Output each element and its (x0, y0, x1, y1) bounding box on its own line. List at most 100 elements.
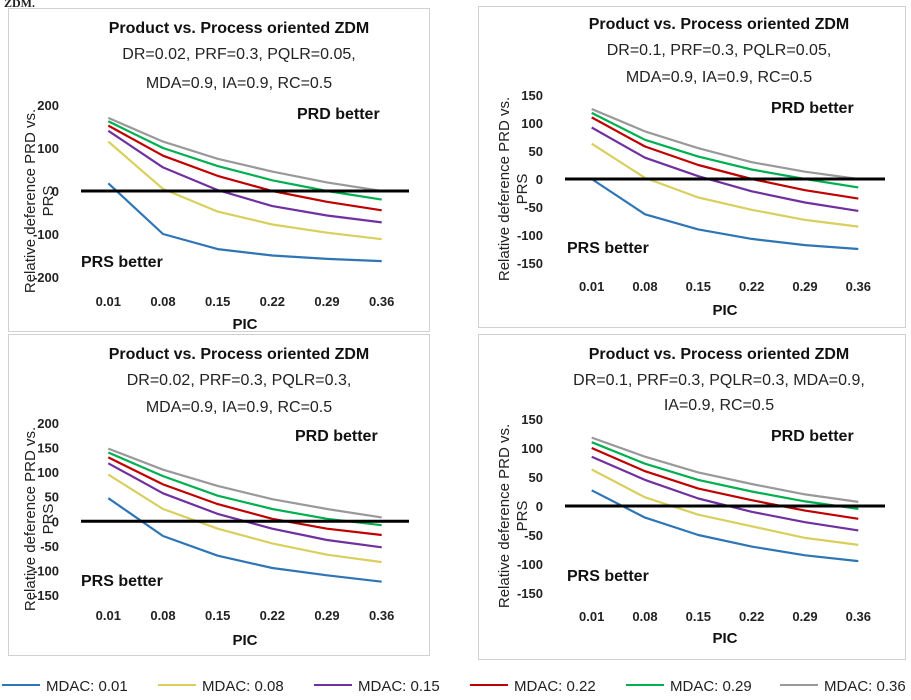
legend-item: MDAC: 0.15 (314, 678, 440, 698)
x-tick-label: 0.29 (314, 608, 339, 623)
x-tick-label: 0.15 (205, 294, 230, 309)
legend-swatch (626, 684, 664, 687)
x-tick-label: 0.01 (579, 279, 604, 294)
legend-item: MDAC: 0.01 (2, 678, 128, 698)
y-tick-label: 50 (529, 470, 543, 485)
chart-subtitle: DR=0.1, PRF=0.3, PQLR=0.05, (607, 42, 832, 59)
legend-swatch (780, 684, 818, 687)
annotation-prs-better: PRS better (81, 254, 163, 271)
y-tick-label: -100 (33, 563, 59, 578)
x-tick-label: 0.29 (792, 279, 817, 294)
x-tick-label: 0.36 (846, 279, 871, 294)
y-tick-label: -50 (524, 528, 543, 543)
series-line (591, 126, 859, 212)
chart-panel-4: Product vs. Process oriented ZDM DR=0.1, … (478, 334, 906, 660)
line-chart: Product vs. Process oriented ZDM DR=0.02,… (22, 346, 409, 649)
annotation-prd-better: PRD better (771, 428, 854, 445)
chart-title: Product vs. Process oriented ZDM (109, 20, 370, 37)
y-tick-label: 0 (536, 172, 543, 187)
x-tick-label: 0.22 (260, 608, 285, 623)
series-line (107, 462, 382, 549)
series-line (591, 142, 859, 228)
series-line (591, 436, 859, 503)
series-line (107, 447, 382, 519)
y-tick-label: -50 (524, 200, 543, 215)
x-tick-label: 0.29 (314, 294, 339, 309)
x-tick-label: 0.08 (150, 608, 175, 623)
y-tick-label: -50 (40, 539, 59, 554)
chart-subtitle: MDA=0.9, IA=0.9, RC=0.5 (626, 69, 812, 86)
chart-subtitle: DR=0.1, PRF=0.3, PQLR=0.3, MDA=0.9, (573, 372, 865, 389)
y-tick-label: 100 (521, 441, 543, 456)
series-line (107, 124, 382, 212)
series-line (107, 120, 382, 201)
x-tick-label: 0.15 (686, 609, 711, 624)
chart-subtitle: DR=0.02, PRF=0.3, PQLR=0.3, (127, 372, 352, 389)
x-tick-label: 0.01 (96, 608, 121, 623)
y-tick-label: 150 (521, 412, 543, 427)
y-tick-label: -150 (33, 588, 59, 603)
series-line (107, 129, 382, 224)
y-axis-label-line: Relative deference PRD vs. (22, 109, 39, 293)
y-tick-label: 100 (521, 116, 543, 131)
y-axis-label-line: Relative deference PRD vs. (496, 424, 513, 608)
x-tick-label: 0.36 (369, 294, 394, 309)
y-tick-label: 100 (37, 141, 59, 156)
y-tick-label: 100 (37, 465, 59, 480)
cut-off-text: ZDM. (4, 0, 35, 10)
y-tick-label: -150 (517, 256, 543, 271)
annotation-prd-better: PRD better (771, 100, 854, 117)
chart-subtitle: MDA=0.9, IA=0.9, RC=0.5 (146, 399, 332, 416)
y-tick-label: 50 (45, 490, 59, 505)
x-tick-label: 0.08 (150, 294, 175, 309)
y-tick-label: -100 (517, 557, 543, 572)
y-axis-label-line: PRS (514, 501, 531, 532)
series-line (107, 116, 382, 193)
series-line (107, 473, 382, 564)
legend-swatch (158, 684, 196, 687)
legend-label: MDAC: 0.36 (824, 678, 906, 695)
line-chart: Product vs. Process oriented ZDM DR=0.02,… (22, 20, 409, 331)
series-line (107, 182, 382, 263)
series-line (591, 441, 859, 510)
series-line (591, 468, 859, 546)
chart-legend: MDAC: 0.01 MDAC: 0.08 MDAC: 0.15 MDAC: 0… (0, 674, 911, 700)
annotation-prd-better: PRD better (295, 428, 378, 445)
y-axis-label-line: Relative deference PRD vs. (496, 97, 513, 281)
y-axis-label-line: Relative deference PRD vs. (22, 427, 39, 611)
y-tick-label: 0 (52, 184, 59, 199)
y-tick-label: 150 (521, 88, 543, 103)
x-axis-label: PIC (232, 632, 257, 649)
legend-item: MDAC: 0.29 (626, 678, 752, 698)
y-tick-label: -100 (517, 228, 543, 243)
y-axis-label: Relative deference PRD vs.PRS (496, 97, 531, 281)
x-tick-label: 0.22 (739, 609, 764, 624)
y-tick-label: -150 (517, 586, 543, 601)
chart-title: Product vs. Process oriented ZDM (589, 346, 850, 363)
line-chart: Product vs. Process oriented ZDM DR=0.1, … (496, 16, 885, 319)
legend-item: MDAC: 0.08 (158, 678, 284, 698)
x-tick-label: 0.08 (632, 609, 657, 624)
legend-swatch (470, 684, 508, 687)
series-line (107, 456, 382, 537)
x-tick-label: 0.01 (579, 609, 604, 624)
annotation-prs-better: PRS better (567, 240, 649, 257)
series-line (107, 140, 382, 241)
y-tick-label: 150 (37, 441, 59, 456)
y-tick-label: 0 (52, 514, 59, 529)
x-tick-label: 0.22 (260, 294, 285, 309)
legend-label: MDAC: 0.01 (46, 678, 128, 695)
series-line (591, 178, 859, 251)
y-tick-label: -100 (33, 227, 59, 242)
y-axis-label: Relative deference PRD vs.PRS (496, 424, 531, 608)
line-chart: Product vs. Process oriented ZDM DR=0.1, … (496, 346, 885, 647)
x-tick-label: 0.36 (369, 608, 394, 623)
chart-panel-2: Product vs. Process oriented ZDM DR=0.1, … (478, 6, 906, 328)
annotation-prs-better: PRS better (81, 573, 163, 590)
legend-label: MDAC: 0.08 (202, 678, 284, 695)
y-tick-label: -200 (33, 270, 59, 285)
chart-panel-3: Product vs. Process oriented ZDM DR=0.02,… (8, 334, 430, 656)
legend-swatch (2, 684, 40, 687)
legend-label: MDAC: 0.22 (514, 678, 596, 695)
legend-item: MDAC: 0.36 (780, 678, 906, 698)
